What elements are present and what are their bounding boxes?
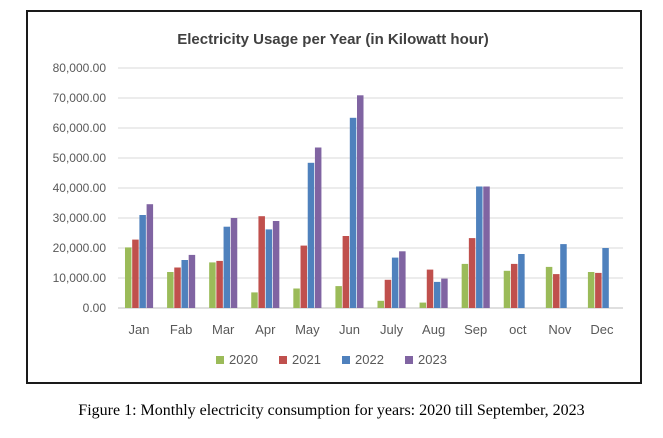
chart-frame: Electricity Usage per Year (in Kilowatt … xyxy=(26,10,642,384)
bar-2022-aug xyxy=(433,281,441,308)
bar-2021-sep xyxy=(468,238,476,308)
x-tick-label: Sep xyxy=(464,322,487,337)
y-tick-label: 60,000.00 xyxy=(53,121,107,135)
bar-2020-mar xyxy=(209,262,216,308)
x-tick-label: July xyxy=(380,322,404,337)
bar-2022-oct xyxy=(518,254,525,308)
bar-2023-fab xyxy=(188,254,196,308)
x-tick-label: Jun xyxy=(339,322,360,337)
x-tick-label: Aug xyxy=(422,322,445,337)
bar-2022-mar xyxy=(223,226,231,308)
legend-swatch-2022 xyxy=(342,356,350,364)
bar-2022-sep xyxy=(476,186,483,308)
bar-2022-apr xyxy=(265,229,273,308)
bar-2021-july xyxy=(384,279,392,308)
bar-2020-oct xyxy=(503,270,511,308)
bar-2020-nov xyxy=(545,266,553,308)
y-tick-label: 10,000.00 xyxy=(53,271,107,285)
x-tick-label: Dec xyxy=(590,322,614,337)
legend-label: 2023 xyxy=(418,352,447,367)
x-tick-label: oct xyxy=(509,322,527,337)
x-tick-label: Fab xyxy=(170,322,192,337)
legend-swatch-2020 xyxy=(216,356,224,364)
bar-2023-may xyxy=(314,147,322,308)
bar-2020-jan xyxy=(124,247,132,308)
legend-label: 2022 xyxy=(355,352,384,367)
figure-caption: Figure 1: Monthly electricity consumptio… xyxy=(78,402,585,419)
x-tick-label: Apr xyxy=(255,322,276,337)
legend-label: 2020 xyxy=(229,352,258,367)
bar-2022-dec xyxy=(602,248,609,308)
bar-2022-fab xyxy=(181,260,188,308)
bar-2023-jan xyxy=(146,204,154,308)
bar-2021-fab xyxy=(174,267,181,308)
y-tick-label: 0.00 xyxy=(83,301,107,315)
bar-2021-apr xyxy=(258,216,265,308)
y-tick-label: 30,000.00 xyxy=(53,211,107,225)
bar-2022-jan xyxy=(139,215,146,308)
bar-2022-nov xyxy=(560,244,567,308)
bar-2021-jan xyxy=(132,239,139,308)
x-tick-label: Jan xyxy=(129,322,150,337)
bar-2021-aug xyxy=(426,269,434,308)
y-tick-label: 70,000.00 xyxy=(53,91,107,105)
legend-label: 2021 xyxy=(292,352,321,367)
bar-2020-apr xyxy=(251,292,258,308)
bar-2020-dec xyxy=(587,272,595,308)
bar-2023-apr xyxy=(272,221,280,308)
bar-chart: Electricity Usage per Year (in Kilowatt … xyxy=(53,31,623,367)
bar-2022-jun xyxy=(349,117,357,308)
bar-2021-jun xyxy=(342,236,350,308)
bar-2021-dec xyxy=(595,272,602,308)
bar-2020-fab xyxy=(167,272,174,308)
x-tick-label: May xyxy=(295,322,320,337)
bar-2021-mar xyxy=(216,260,223,308)
y-tick-label: 20,000.00 xyxy=(53,241,107,255)
bar-2021-nov xyxy=(553,274,560,308)
bar-2020-sep xyxy=(461,263,469,308)
legend-swatch-2021 xyxy=(279,356,287,364)
x-tick-label: Mar xyxy=(212,322,235,337)
y-tick-label: 50,000.00 xyxy=(53,151,107,165)
legend-swatch-2023 xyxy=(405,356,413,364)
chart-title: Electricity Usage per Year (in Kilowatt … xyxy=(177,31,488,48)
bar-2022-may xyxy=(307,162,315,308)
bar-2022-july xyxy=(391,257,399,308)
bar-2021-oct xyxy=(510,263,518,308)
bar-2020-jun xyxy=(335,286,342,308)
bar-2023-jun xyxy=(357,95,364,308)
bar-2023-sep xyxy=(483,186,490,308)
bar-2021-may xyxy=(300,245,308,308)
bar-2023-aug xyxy=(441,278,448,308)
bar-2023-mar xyxy=(230,218,238,308)
x-tick-label: Nov xyxy=(548,322,572,337)
y-tick-label: 80,000.00 xyxy=(53,61,107,75)
bar-2020-aug xyxy=(419,302,427,308)
bar-2023-july xyxy=(399,251,406,308)
bar-2020-july xyxy=(377,300,384,308)
y-tick-label: 40,000.00 xyxy=(53,181,107,195)
bar-2020-may xyxy=(293,288,300,308)
